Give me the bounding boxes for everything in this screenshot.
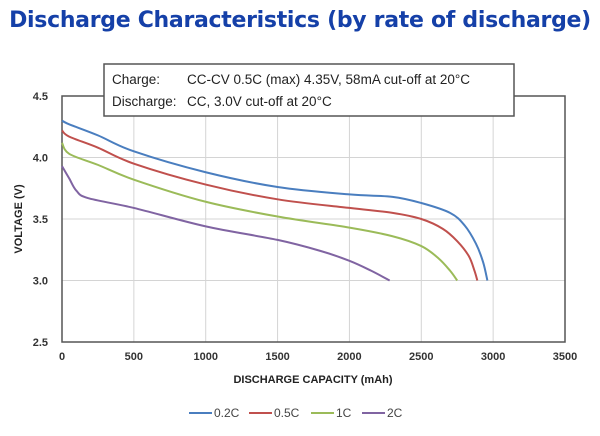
y-tick-label: 4.0: [33, 153, 48, 165]
legend: 0.2C 0.5C 1C 2C: [189, 406, 403, 420]
discharge-label: Discharge:: [112, 94, 177, 109]
x-tick-label: 500: [125, 351, 143, 363]
page-title: Discharge Characteristics (by rate of di…: [9, 8, 591, 33]
x-tick-label: 2500: [409, 351, 433, 363]
legend-label: 1C: [336, 406, 352, 420]
x-tick-label: 0: [59, 351, 65, 363]
series-line-0.5C: [61, 129, 479, 281]
y-tick-label: 2.5: [33, 337, 48, 349]
x-tick-label: 3500: [553, 351, 577, 363]
series-line-1C: [61, 142, 459, 282]
y-axis-label: VOLTAGE (V): [13, 184, 25, 254]
legend-label: 0.5C: [274, 406, 300, 420]
charge-text: CC-CV 0.5C (max) 4.35V, 58mA cut-off at …: [187, 72, 470, 87]
y-tick-label: 4.5: [33, 91, 48, 103]
y-tick-label: 3.0: [33, 276, 48, 288]
conditions-box: Charge: CC-CV 0.5C (max) 4.35V, 58mA cut…: [103, 63, 515, 117]
legend-label: 2C: [387, 406, 403, 420]
discharge-text: CC, 3.0V cut-off at 20°C: [187, 94, 332, 109]
x-tick-label: 1000: [193, 351, 217, 363]
grid: [61, 95, 566, 343]
series-group: [61, 119, 489, 282]
x-axis-label: DISCHARGE CAPACITY (mAh): [233, 374, 392, 386]
series-line-0.2C: [61, 119, 489, 281]
charge-label: Charge:: [112, 72, 160, 87]
y-tick-label: 3.5: [33, 214, 48, 226]
tick-labels: 0 500 1000 1500 2000 2500 3000 3500 2.5 3.0 3.5 4.0…: [33, 91, 578, 363]
series-line-2C: [61, 165, 391, 282]
x-tick-label: 2000: [337, 351, 361, 363]
x-tick-label: 1500: [265, 351, 289, 363]
x-tick-label: 3000: [481, 351, 505, 363]
legend-label: 0.2C: [214, 406, 240, 420]
